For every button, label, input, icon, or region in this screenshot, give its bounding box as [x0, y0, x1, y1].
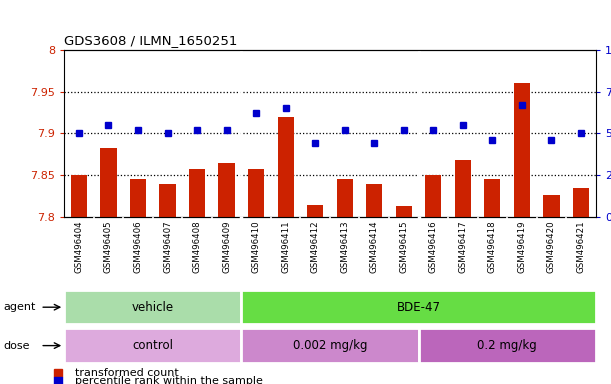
Text: GSM496418: GSM496418	[488, 220, 497, 273]
Bar	[485, 179, 500, 217]
Text: transformed count: transformed count	[75, 368, 179, 378]
Text: GSM496411: GSM496411	[281, 220, 290, 273]
Text: agent: agent	[3, 302, 35, 312]
Text: GDS3608 / ILMN_1650251: GDS3608 / ILMN_1650251	[64, 34, 238, 47]
Bar	[189, 169, 205, 217]
Text: GSM496410: GSM496410	[252, 220, 261, 273]
Bar	[337, 179, 353, 217]
Bar	[241, 290, 596, 324]
Bar	[277, 117, 294, 217]
Text: GSM496420: GSM496420	[547, 220, 556, 273]
Text: vehicle: vehicle	[132, 301, 174, 314]
Bar	[71, 175, 87, 217]
Bar	[64, 290, 241, 324]
Text: GSM496408: GSM496408	[192, 220, 202, 273]
Bar	[366, 184, 382, 217]
Bar	[543, 195, 560, 217]
Text: GSM496417: GSM496417	[458, 220, 467, 273]
Text: GSM496412: GSM496412	[310, 220, 320, 273]
Text: 0.2 mg/kg: 0.2 mg/kg	[477, 339, 537, 352]
Bar	[241, 328, 419, 363]
Text: GSM496415: GSM496415	[399, 220, 408, 273]
Bar	[425, 175, 441, 217]
Text: dose: dose	[3, 341, 29, 351]
Text: GSM496416: GSM496416	[429, 220, 438, 273]
Bar	[219, 163, 235, 217]
Text: GSM496407: GSM496407	[163, 220, 172, 273]
Text: GSM496413: GSM496413	[340, 220, 349, 273]
Text: percentile rank within the sample: percentile rank within the sample	[75, 376, 263, 384]
Bar	[130, 179, 146, 217]
Bar	[307, 205, 323, 217]
Bar	[514, 83, 530, 217]
Text: GSM496414: GSM496414	[370, 220, 379, 273]
Bar	[419, 328, 596, 363]
Bar	[573, 188, 589, 217]
Bar	[396, 206, 412, 217]
Text: GSM496409: GSM496409	[222, 220, 231, 273]
Text: 0.002 mg/kg: 0.002 mg/kg	[293, 339, 367, 352]
Bar	[159, 184, 175, 217]
Bar	[100, 147, 117, 217]
Text: GSM496404: GSM496404	[75, 220, 84, 273]
Bar	[455, 160, 471, 217]
Text: control: control	[132, 339, 174, 352]
Text: GSM496406: GSM496406	[133, 220, 142, 273]
Text: GSM496419: GSM496419	[518, 220, 527, 273]
Text: GSM496405: GSM496405	[104, 220, 113, 273]
Bar	[248, 169, 264, 217]
Text: BDE-47: BDE-47	[397, 301, 441, 314]
Bar	[64, 328, 241, 363]
Text: GSM496421: GSM496421	[576, 220, 585, 273]
